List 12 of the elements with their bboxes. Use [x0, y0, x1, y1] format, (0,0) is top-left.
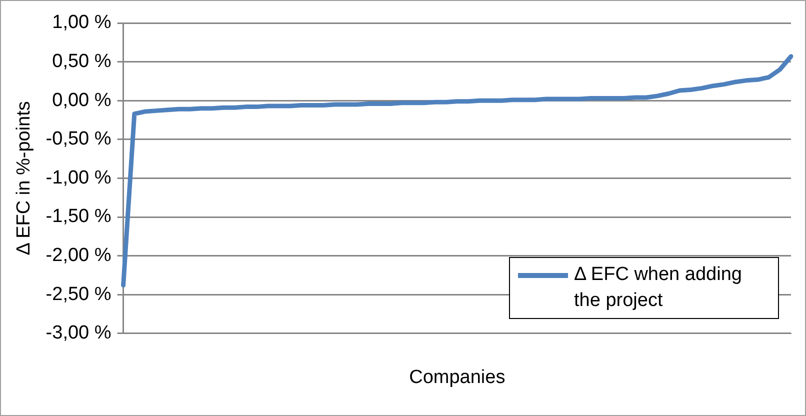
x-axis-title: Companies [409, 366, 506, 388]
y-tick-label: -3,00 % [46, 322, 112, 344]
legend-label: Δ EFC when adding the project [574, 263, 743, 313]
y-tick-label: -0,50 % [46, 128, 112, 150]
y-axis-title: Δ EFC in %-points [14, 101, 35, 256]
y-tick-label: 1,00 % [52, 12, 112, 34]
y-tick-label: 0,00 % [52, 90, 112, 111]
y-tick-label: -1,50 % [46, 206, 112, 228]
y-tick-label: -2,00 % [46, 245, 112, 266]
y-tick-label: -1,00 % [46, 167, 112, 188]
y-tick-label: 0,50 % [52, 51, 112, 72]
y-tick-label: -2,50 % [46, 284, 112, 305]
